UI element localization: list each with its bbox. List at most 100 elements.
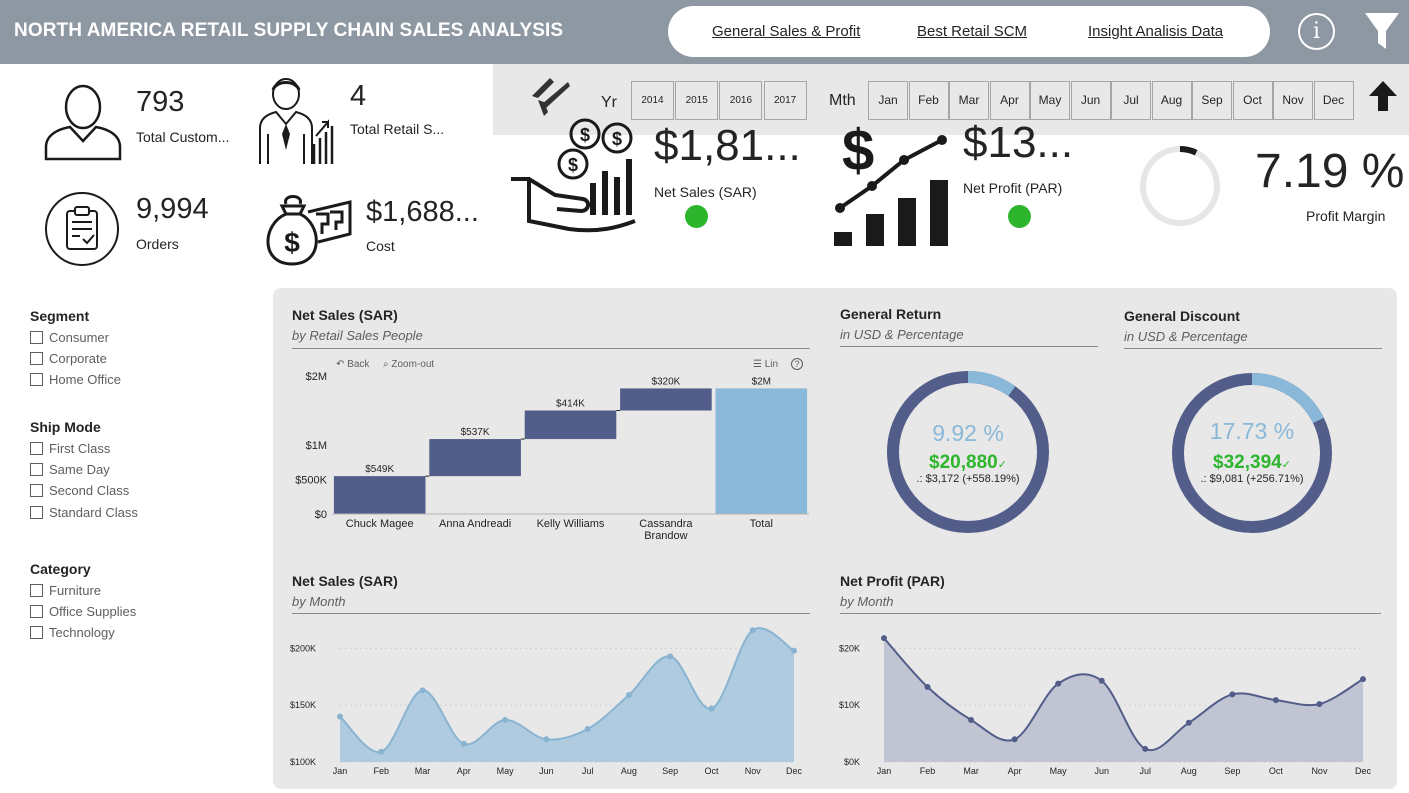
ship-mode-filter-title: Ship Mode	[30, 419, 101, 435]
sales-month-divider	[292, 613, 810, 614]
nav-best-retail-scm[interactable]: Best Retail SCM	[917, 23, 1028, 40]
kpi-net-profit-value: $13...	[963, 118, 1074, 167]
eraser-icon[interactable]	[528, 74, 572, 118]
discount-donut	[1172, 373, 1332, 533]
checkbox[interactable]	[30, 352, 43, 365]
year-button-2015[interactable]: 2015	[675, 81, 719, 120]
month-button-jan[interactable]: Jan	[868, 81, 908, 120]
svg-text:$: $	[842, 118, 874, 183]
segment-option[interactable]: Home Office	[30, 372, 121, 387]
return-subtitle: in USD & Percentage	[840, 327, 964, 342]
month-button-sep[interactable]: Sep	[1192, 81, 1232, 120]
kpi-cost-value: $1,688...	[366, 196, 479, 228]
month-button-nov[interactable]: Nov	[1273, 81, 1313, 120]
year-button-2017[interactable]: 2017	[763, 81, 807, 120]
checkbox[interactable]	[30, 331, 43, 344]
checkbox[interactable]	[30, 484, 43, 497]
category-option[interactable]: Office Supplies	[30, 604, 136, 619]
month-button-feb[interactable]: Feb	[908, 81, 949, 120]
x-tick-label: Nov	[745, 766, 762, 776]
month-button-jul[interactable]: Jul	[1111, 81, 1151, 120]
data-point	[543, 736, 550, 743]
year-button-2014[interactable]: 2014	[631, 81, 674, 120]
segment-option[interactable]: Consumer	[30, 330, 109, 345]
x-tick-label: Nov	[1311, 766, 1328, 776]
data-label: $549K	[365, 464, 394, 475]
x-tick-label: Mar	[415, 766, 431, 776]
x-tick-label: Anna Andreadi	[439, 518, 511, 530]
category-option[interactable]: Technology	[30, 625, 115, 640]
x-tick-label: Chuck Magee	[346, 518, 414, 530]
month-button-may[interactable]: May	[1030, 81, 1070, 120]
x-tick-label: Aug	[1181, 766, 1197, 776]
drill-back-button[interactable]: ↶ Back	[336, 359, 370, 370]
data-point	[749, 627, 756, 634]
x-tick-label: Mar	[963, 766, 979, 776]
kpi-sales-people-label: Total Retail S...	[350, 121, 445, 137]
segment-option[interactable]: Corporate	[30, 351, 107, 366]
ship-mode-option[interactable]: Same Day	[30, 462, 110, 477]
hand-coins-icon: $ $ $	[511, 118, 636, 233]
checkbox[interactable]	[30, 373, 43, 386]
kpi-orders-value: 9,994	[136, 193, 209, 225]
zoom-out-button[interactable]: ⌕ Zoom-out	[383, 359, 435, 370]
x-tick-label: Dec	[786, 766, 803, 776]
scale-toggle-button[interactable]: ☰ Lin	[753, 359, 779, 370]
month-button-aug[interactable]: Aug	[1151, 81, 1192, 120]
help-icon[interactable]: ?	[791, 358, 803, 370]
discount-divider	[1124, 348, 1382, 349]
checkbox[interactable]	[30, 626, 43, 639]
waterfall-chart: $0 $500K $1M $2M $549K Chuck Magee $537K Anna A…	[295, 371, 809, 542]
sales-month-chart: $100K $150K $200K Jan Feb Mar Apr May Jun Jul Aug S…	[290, 627, 803, 776]
month-button-dec[interactable]: Dec	[1313, 81, 1354, 120]
data-point	[460, 740, 467, 747]
checkbox[interactable]	[30, 584, 43, 597]
x-tick-label: Jul	[1140, 766, 1152, 776]
waterfall-title: Net Sales (SAR)	[292, 307, 398, 323]
ship-mode-option[interactable]: Second Class	[30, 483, 129, 498]
kpi-net-sales-label: Net Sales (SAR)	[654, 184, 757, 200]
discount-delta: .: $9,081 (+256.71%)	[1200, 473, 1304, 485]
checkbox[interactable]	[30, 442, 43, 455]
arrow-up-icon[interactable]	[1368, 80, 1398, 112]
month-button-mar[interactable]: Mar	[949, 81, 989, 120]
y-tick-label: $200K	[290, 643, 316, 653]
ship-mode-option[interactable]: Standard Class	[30, 505, 138, 520]
nav-insight-analisis-data[interactable]: Insight Analisis Data	[1088, 23, 1224, 40]
discount-title: General Discount	[1124, 308, 1240, 324]
x-tick-label: Jan	[877, 766, 892, 776]
ship-mode-option[interactable]: First Class	[30, 441, 110, 456]
checkbox[interactable]	[30, 506, 43, 519]
waterfall-subtitle: by Retail Sales People	[292, 328, 423, 343]
nav-general-sales-profit[interactable]: General Sales & Profit	[712, 23, 861, 40]
data-point	[924, 684, 931, 691]
month-button-jun[interactable]: Jun	[1070, 81, 1111, 120]
month-slicer-label: Mth	[829, 92, 856, 109]
clipboard-icon	[45, 192, 119, 266]
checkbox[interactable]	[30, 463, 43, 476]
data-point	[1316, 701, 1323, 708]
x-tick-label: Feb	[920, 766, 936, 776]
sales-month-subtitle: by Month	[292, 594, 346, 609]
funnel-icon[interactable]	[1364, 12, 1400, 50]
waterfall-bar	[333, 476, 426, 514]
month-button-apr[interactable]: Apr	[989, 81, 1030, 120]
profit-month-title: Net Profit (PAR)	[840, 573, 945, 589]
year-button-2016[interactable]: 2016	[719, 81, 763, 120]
category-option[interactable]: Furniture	[30, 583, 101, 598]
x-tick-label: Brandow	[644, 530, 687, 542]
return-value: $20,880✓	[929, 452, 1007, 473]
info-icon[interactable]: i	[1298, 13, 1335, 50]
nav-pill: General Sales & Profit Best Retail SCM I…	[668, 6, 1270, 57]
series-line	[339, 627, 795, 753]
x-tick-label: Apr	[457, 766, 471, 776]
x-tick-label: May	[1050, 766, 1068, 776]
person-icon	[44, 84, 122, 161]
data-point	[1229, 691, 1236, 698]
discount-percent: 17.73 %	[1209, 418, 1295, 444]
x-tick-label: May	[497, 766, 515, 776]
y-tick-label: $2M	[306, 371, 327, 383]
checkbox[interactable]	[30, 605, 43, 618]
month-button-oct[interactable]: Oct	[1232, 81, 1273, 120]
